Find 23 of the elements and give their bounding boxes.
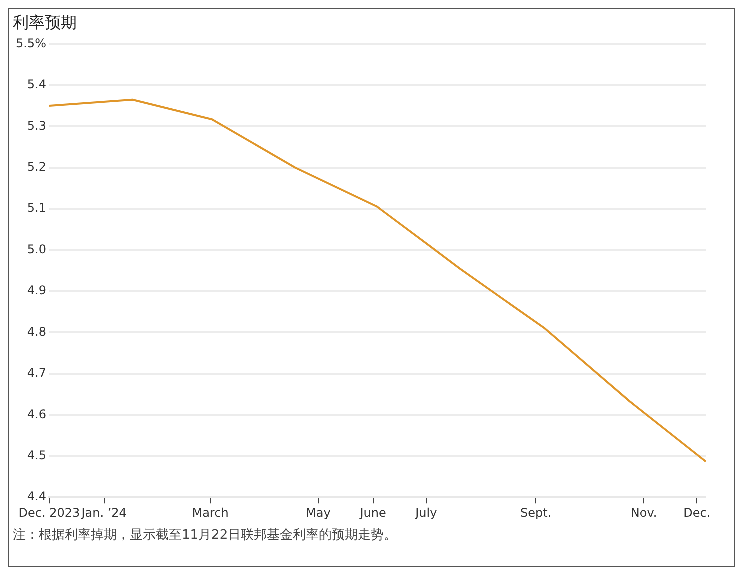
x-tick-label: March <box>192 506 229 520</box>
x-tick-label: July <box>414 506 438 520</box>
y-tick-label: 5.1 <box>27 201 46 216</box>
y-tick-label: 5.0 <box>27 242 46 256</box>
y-tick-label: 5.2 <box>27 160 46 174</box>
chart-title: 利率预期 <box>12 12 78 34</box>
x-tick-label: Sept. <box>520 506 552 520</box>
y-tick-label: 4.9 <box>27 284 46 298</box>
y-tick-label: 4.5 <box>27 448 46 463</box>
x-tick-label: Dec. <box>684 506 711 520</box>
x-tick-label: Jan. ’24 <box>80 506 127 520</box>
y-tick-label: 4.6 <box>27 407 46 422</box>
x-tick-label: Dec. 2023 <box>18 506 80 520</box>
text: 注：根据利率掉期，显示截至11月22日联邦基金利率的预期走势。 <box>12 527 398 544</box>
y-tick-label: 5.3 <box>27 118 46 133</box>
y-tick-label: 4.8 <box>27 324 46 339</box>
y-tick-label: 5.5% <box>16 36 46 50</box>
y-tick-label: 4.4 <box>27 490 46 504</box>
x-tick-label: May <box>306 506 331 520</box>
y-tick-label: 5.4 <box>27 78 46 92</box>
y-tick-label: 4.7 <box>27 366 46 380</box>
x-tick-label: June <box>359 506 386 520</box>
x-tick-label: Nov. <box>630 506 658 520</box>
